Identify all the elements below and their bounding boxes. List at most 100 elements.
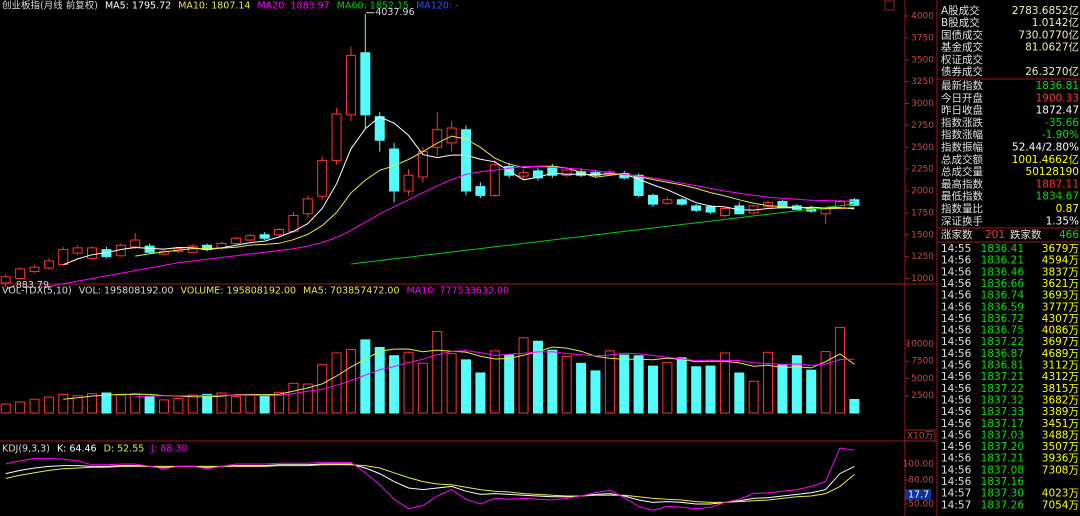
volume-bar: [158, 399, 169, 414]
volume-bar: [691, 366, 702, 414]
tick-volume: 3936万: [1042, 453, 1079, 465]
volume-bar: [245, 393, 256, 414]
stat-value: -1.90%: [1042, 129, 1079, 141]
volume-bar: [0, 403, 11, 414]
volume-bar: [216, 392, 227, 414]
volume-bar: [763, 351, 774, 414]
pane: [0, 326, 860, 414]
candle-body: [360, 52, 371, 116]
tick-price: 1837.32: [981, 394, 1024, 406]
tick-time: 14:56: [941, 453, 972, 465]
candle-body: [29, 266, 40, 273]
stat-value: 50128190: [1026, 166, 1079, 178]
tick-time: 14:56: [941, 348, 972, 360]
volume-bar: [561, 355, 572, 414]
volume-bar: [662, 362, 673, 414]
y-tick-label: 50.00: [908, 500, 934, 510]
series-line: [39, 166, 855, 287]
tick-time: 14:56: [941, 476, 972, 488]
tick-time: 14:56: [941, 360, 972, 372]
y-tick-label: 5000: [911, 374, 934, 384]
y-tick-label: 2250: [911, 165, 934, 175]
candle-body: [389, 148, 400, 192]
volume-bar: [173, 398, 184, 414]
stat-label: 指数涨幅: [941, 128, 983, 141]
tick-volume: 7308万: [1042, 464, 1079, 476]
candle-body: [561, 169, 572, 176]
stat-value: -35.66: [1045, 117, 1079, 129]
tick-price: 1837.22: [981, 336, 1024, 348]
annotation: 883.79: [16, 280, 49, 291]
tick-volume: 3837万: [1042, 266, 1079, 278]
tick-time: 14:56: [941, 301, 972, 313]
candle-body: [331, 113, 342, 161]
candle-body: [719, 208, 730, 217]
y-tick-label: 80.00: [908, 476, 934, 486]
volume-bar: [87, 393, 98, 414]
tick-time: 14:56: [941, 266, 972, 278]
volume-bar: [58, 393, 69, 414]
tick-volume: 3488万: [1042, 429, 1079, 441]
tick-volume: 3682万: [1042, 394, 1079, 406]
tick-volume: 3679万: [1042, 243, 1079, 255]
volume-bar: [475, 372, 486, 414]
decline-count: 466: [1059, 229, 1079, 241]
window-button[interactable]: [884, 0, 895, 11]
tick-volume: 3621万: [1042, 278, 1079, 290]
legend-entry: MA10: 777533632.00: [407, 286, 510, 297]
volume-bar: [705, 365, 716, 414]
candle-body: [230, 237, 241, 245]
tick-price: 1837.21: [981, 453, 1024, 465]
volume-bar: [834, 326, 845, 414]
volume-bar: [15, 401, 26, 414]
tick-time: 14:57: [941, 488, 971, 500]
tick-volume: 3697万: [1042, 336, 1079, 348]
tick-time: 14:56: [941, 313, 972, 325]
volume-bar: [590, 370, 601, 414]
y-tick-label: 4000: [911, 12, 934, 22]
pane: [5, 447, 855, 511]
legend-entry: D: 52.55: [104, 444, 145, 455]
tick-time: 14:56: [941, 441, 972, 453]
candle-body: [144, 245, 155, 253]
stat-label: 指数涨跌: [941, 116, 983, 129]
tick-price: 1837.16: [981, 476, 1025, 488]
candle-body: [518, 172, 529, 177]
volume-bar: [230, 395, 241, 414]
volume-bar: [202, 393, 213, 414]
candle-body: [345, 54, 356, 116]
stat-label: 权证成交: [941, 53, 983, 66]
cursor-label: 17.7: [908, 490, 929, 501]
decline-label: 跌家数: [1010, 228, 1042, 241]
stat-value: 1872.47: [1036, 105, 1079, 117]
volume-bar: [288, 382, 299, 414]
stat-value: 0.87: [1056, 203, 1079, 215]
legend-entry: VOL: 195808192.00: [79, 286, 174, 297]
tick-time: 14:56: [941, 418, 972, 430]
stat-value: 1834.67: [1036, 191, 1079, 203]
candle-body: [446, 127, 457, 144]
volume-bar: [29, 398, 40, 414]
stat-value: 1836.81: [1036, 80, 1079, 92]
candle-body: [691, 205, 702, 211]
volume-bar: [518, 337, 529, 414]
tick-time: 14:56: [941, 394, 972, 406]
series-line: [63, 346, 855, 400]
tick-volume: 4307万: [1042, 313, 1079, 325]
stat-label: 总成交量: [941, 165, 983, 178]
legend-entry: MA20: 1883.97: [257, 1, 329, 12]
candle-body: [259, 234, 270, 239]
volume-bar: [532, 340, 543, 414]
tick-price: 1836.81: [981, 360, 1024, 372]
tick-price: 1836.21: [981, 255, 1024, 267]
stat-label: 最高指数: [941, 177, 983, 190]
candle-body: [532, 170, 543, 179]
stat-value: 1887.11: [1036, 178, 1079, 190]
legend-entry: MA5: 1795.72: [105, 1, 171, 12]
tick-time: 14:56: [941, 325, 972, 337]
tick-time: 14:56: [941, 406, 972, 418]
volume-bar: [820, 351, 831, 414]
tick-volume: 4689万: [1042, 348, 1079, 360]
y-tick-label: 3500: [911, 55, 934, 65]
